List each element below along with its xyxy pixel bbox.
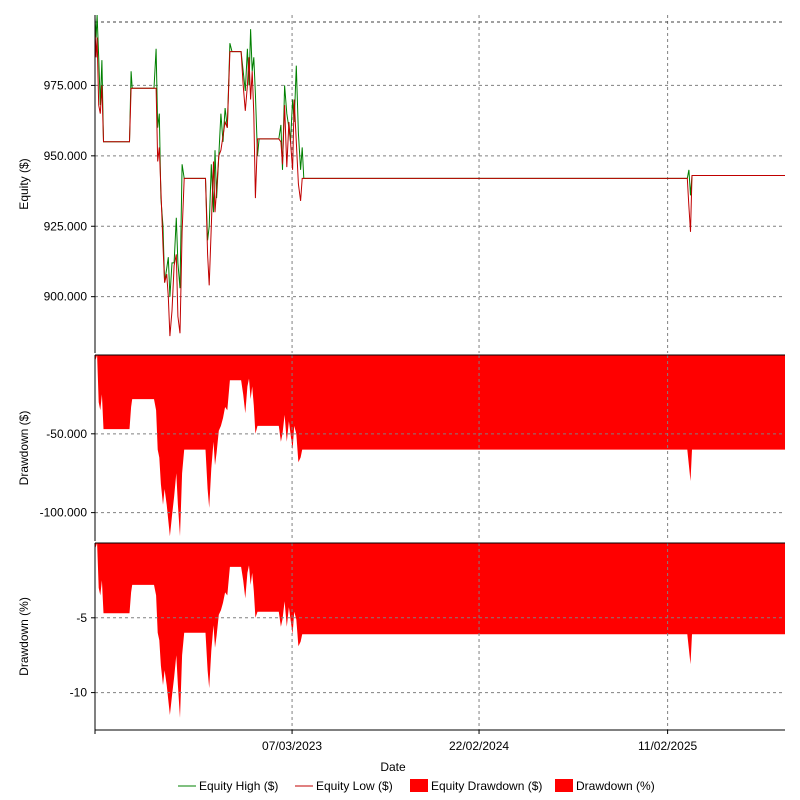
y-tick-label: -5 [76, 611, 87, 625]
y-tick-label: 950.000 [44, 149, 88, 163]
y-tick-label: 925.000 [44, 219, 88, 233]
legend-item: Equity Low ($) [295, 779, 393, 793]
y-tick-label: -100.000 [40, 506, 88, 520]
y-axis-title: Equity ($) [17, 158, 31, 209]
panel-2: -50.000 -100.000 Drawdown ($) [17, 354, 785, 541]
x-tick-label: 11/02/2025 [638, 739, 697, 753]
x-tick-label: 07/03/2023 [262, 739, 322, 753]
legend-box-swatch [555, 779, 573, 792]
y-axis-title: Drawdown ($) [17, 411, 31, 486]
legend-item: Equity Drawdown ($) [410, 779, 542, 793]
legend-box-swatch [410, 779, 428, 792]
y-tick-label: -50.000 [46, 427, 87, 441]
legend-label: Equity Low ($) [316, 779, 393, 793]
y-axis-title: Drawdown (%) [17, 597, 31, 676]
y-tick-label: 975.000 [44, 78, 88, 92]
legend-label: Equity High ($) [199, 779, 278, 793]
legend-label: Drawdown (%) [576, 779, 655, 793]
y-tick-label: 900.000 [44, 290, 88, 304]
x-tick-label: 22/02/2024 [449, 739, 509, 753]
equity-high-line [94, 14, 785, 297]
equity-low-line [94, 29, 785, 337]
panel-3: -5 -10 Drawdown (%) [17, 542, 785, 730]
drawdown-area-series [95, 543, 785, 718]
legend-item: Equity High ($) [178, 779, 278, 793]
legend-label: Equity Drawdown ($) [431, 779, 542, 793]
drawdown-area-series [95, 355, 785, 537]
y-tick-label: -10 [70, 686, 88, 700]
legend-item: Drawdown (%) [555, 779, 655, 793]
panel-1: 900.000 925.000 950.000 975.000 Equity ($) [17, 14, 785, 353]
x-axis-title: Date [380, 760, 406, 774]
